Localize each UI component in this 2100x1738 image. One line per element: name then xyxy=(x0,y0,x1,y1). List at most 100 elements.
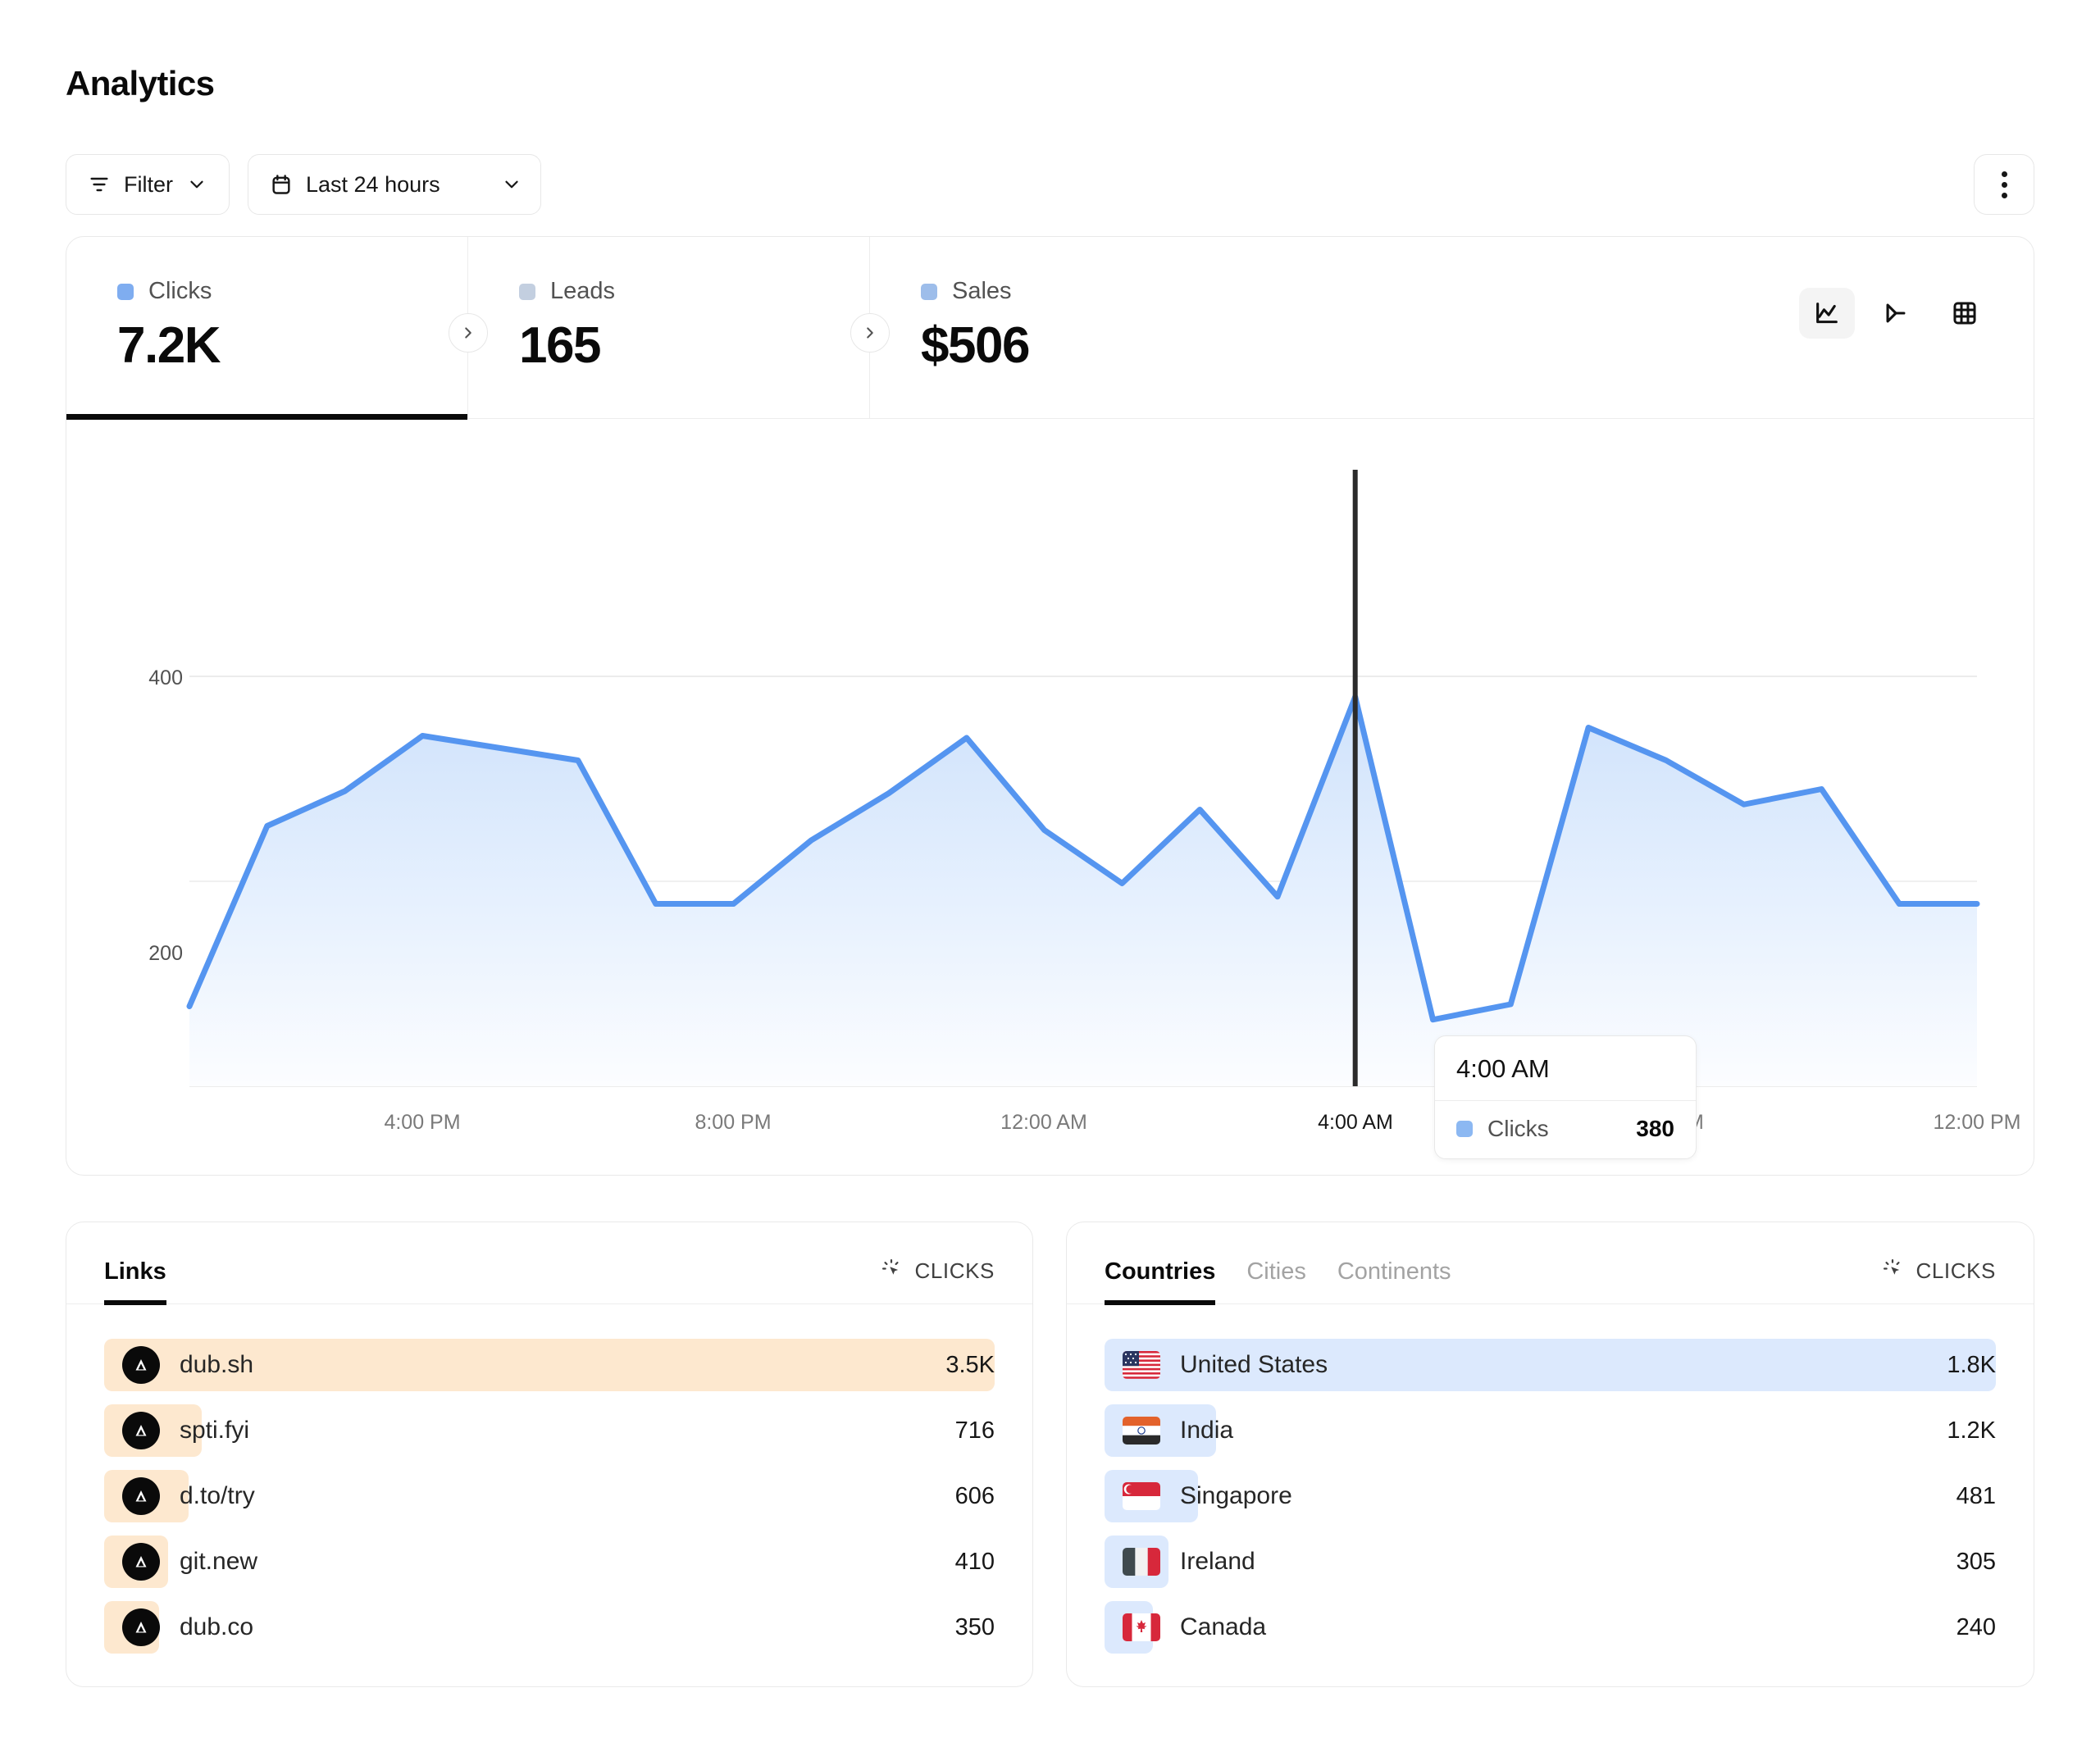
clicks-to-leads-chevron-button[interactable] xyxy=(449,313,488,353)
us-flag-icon xyxy=(1123,1351,1160,1379)
chevron-down-icon xyxy=(186,174,207,195)
chart-line-clicks xyxy=(186,694,1980,1023)
date-range-button[interactable]: Last 24 hours xyxy=(248,154,541,215)
analytics-card: Clicks 7.2K Leads 165 Sales $506 xyxy=(66,236,2034,1176)
link-label: git.new xyxy=(180,1548,258,1575)
links-panel: Links CLICKS dub.sh xyxy=(66,1222,1033,1687)
tab-countries[interactable]: Countries xyxy=(1105,1258,1216,1305)
link-value: 606 xyxy=(954,1482,995,1509)
row-bar xyxy=(1105,1339,1996,1391)
country-value: 305 xyxy=(1956,1548,1996,1575)
locations-panel-header: Countries Cities Continents CLICKS xyxy=(1067,1222,2034,1305)
row-content: India xyxy=(1105,1417,1233,1445)
country-label: Ireland xyxy=(1180,1548,1255,1575)
country-label: Canada xyxy=(1180,1613,1267,1640)
ca-flag-icon xyxy=(1123,1613,1160,1641)
metric-header: Leads xyxy=(519,278,869,305)
metric-value: 7.2K xyxy=(117,317,221,374)
list-item[interactable]: dub.co 350 xyxy=(104,1595,995,1660)
clicks-color-dot xyxy=(117,283,134,300)
tab-continents[interactable]: Continents xyxy=(1337,1258,1451,1285)
row-bar xyxy=(104,1339,995,1391)
row-content: United States xyxy=(1105,1351,1328,1379)
list-item[interactable]: git.new 410 xyxy=(104,1529,995,1595)
metric-header: Clicks xyxy=(117,278,467,305)
calendar-icon xyxy=(270,173,293,196)
link-value: 410 xyxy=(954,1548,995,1575)
chevron-down-icon xyxy=(501,174,522,195)
locations-metric-label: CLICKS xyxy=(1916,1258,1996,1283)
line-chart-icon xyxy=(1816,303,1838,324)
links-metric-toggle[interactable]: CLICKS xyxy=(880,1257,995,1304)
tooltip-series-dot xyxy=(1456,1121,1473,1137)
leads-to-sales-chevron-button[interactable] xyxy=(850,313,890,353)
metric-card-leads[interactable]: Leads 165 xyxy=(468,237,870,418)
country-value: 1.8K xyxy=(1947,1351,1996,1378)
country-value: 481 xyxy=(1956,1482,1996,1509)
view-toggle-group xyxy=(1799,288,1993,339)
metric-value: 165 xyxy=(519,317,601,374)
line-chart-view-button[interactable] xyxy=(1799,288,1855,339)
y-tick-400: 400 xyxy=(148,667,183,689)
list-item[interactable]: Ireland 305 xyxy=(1105,1529,1996,1595)
metric-label: Leads xyxy=(550,278,616,304)
x-tick-1: 4:00 PM xyxy=(384,1111,461,1134)
row-content: spti.fyi xyxy=(104,1412,249,1449)
chevron-right-icon xyxy=(867,327,873,339)
filter-label: Filter xyxy=(124,171,173,197)
grid-table-icon xyxy=(1953,302,1976,325)
metric-label: Sales xyxy=(952,278,1012,304)
funnel-icon xyxy=(1886,303,1906,323)
row-content: Singapore xyxy=(1105,1482,1292,1510)
metric-card-clicks[interactable]: Clicks 7.2K xyxy=(66,237,468,420)
table-view-button[interactable] xyxy=(1937,288,1993,339)
row-content: git.new xyxy=(104,1543,257,1581)
country-label: India xyxy=(1180,1417,1234,1444)
list-item[interactable]: India 1.2K xyxy=(1105,1398,1996,1463)
row-content: Ireland xyxy=(1105,1548,1255,1576)
dub-logo-icon xyxy=(122,1477,160,1515)
page-title: Analytics xyxy=(66,64,215,102)
list-item[interactable]: Canada 240 xyxy=(1105,1595,1996,1660)
y-tick-200: 200 xyxy=(148,942,183,965)
tooltip-series-label: Clicks xyxy=(1487,1116,1549,1141)
more-options-button[interactable] xyxy=(1974,154,2034,215)
funnel-view-button[interactable] xyxy=(1868,288,1924,339)
date-range-label: Last 24 hours xyxy=(306,171,440,197)
country-value: 240 xyxy=(1956,1613,1996,1640)
x-tick-2: 8:00 PM xyxy=(695,1111,772,1134)
filter-button[interactable]: Filter xyxy=(66,154,230,215)
link-value: 350 xyxy=(954,1613,995,1640)
list-item[interactable]: spti.fyi 716 xyxy=(104,1398,995,1463)
metric-value: $506 xyxy=(921,317,1030,374)
metrics-row: Clicks 7.2K Leads 165 Sales $506 xyxy=(66,237,2034,420)
list-item[interactable]: Singapore 481 xyxy=(1105,1463,1996,1529)
x-tick-4: 4:00 AM xyxy=(1318,1111,1393,1134)
chart-canvas xyxy=(186,470,1980,1087)
link-label: dub.sh xyxy=(180,1351,254,1378)
link-value: 3.5K xyxy=(945,1351,995,1378)
tab-links[interactable]: Links xyxy=(104,1258,166,1305)
dub-logo-icon xyxy=(122,1608,160,1646)
in-flag-icon xyxy=(1123,1417,1160,1445)
list-item[interactable]: d.to/try 606 xyxy=(104,1463,995,1529)
country-label: United States xyxy=(1180,1351,1328,1378)
country-value: 1.2K xyxy=(1947,1417,1996,1444)
x-tick-3: 12:00 AM xyxy=(1000,1111,1087,1134)
locations-metric-toggle[interactable]: CLICKS xyxy=(1881,1257,1996,1304)
row-content: dub.sh xyxy=(104,1346,253,1384)
clicks-area-chart[interactable]: 400 200 0 xyxy=(66,419,2034,1173)
sg-flag-icon xyxy=(1123,1482,1160,1510)
metric-card-sales[interactable]: Sales $506 xyxy=(870,237,2034,418)
chart-area-fill xyxy=(189,697,1977,1086)
links-rows: dub.sh 3.5K spti.fyi 716 xyxy=(66,1304,1032,1660)
sales-color-dot xyxy=(921,283,937,300)
list-item[interactable]: dub.sh 3.5K xyxy=(104,1332,995,1398)
locations-rows: United States 1.8K India xyxy=(1067,1304,2034,1660)
tab-cities[interactable]: Cities xyxy=(1246,1258,1306,1285)
row-content: d.to/try xyxy=(104,1477,255,1515)
link-value: 716 xyxy=(954,1417,995,1444)
list-item[interactable]: United States 1.8K xyxy=(1105,1332,1996,1398)
links-metric-label: CLICKS xyxy=(914,1258,995,1283)
